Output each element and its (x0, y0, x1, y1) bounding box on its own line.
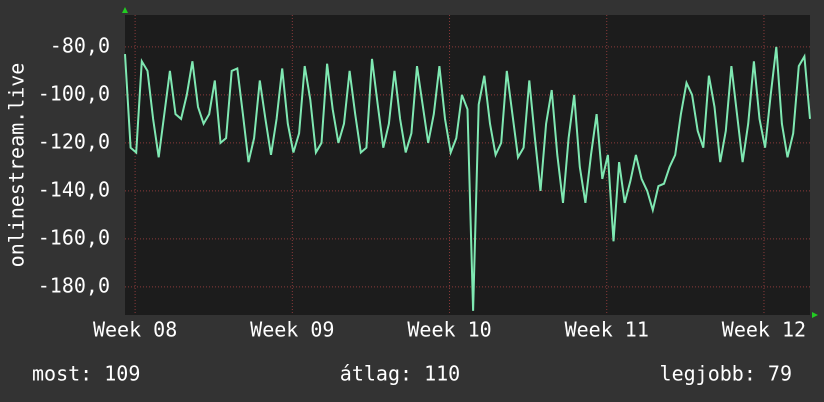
y-axis-label: onlinestream.live (5, 63, 29, 268)
data-line (124, 46, 811, 311)
axis-arrow (122, 7, 128, 13)
x-tick-label: Week 10 (407, 318, 491, 342)
x-tick-label: Week 08 (93, 318, 177, 342)
stat-average: átlag: 110 (340, 362, 460, 386)
x-tick-label: Week 09 (250, 318, 334, 342)
plot-area (125, 15, 810, 315)
stat-current: most: 109 (32, 362, 140, 386)
y-tick-label: -180,0 (38, 273, 110, 297)
x-tick-label: Week 12 (722, 318, 806, 342)
stat-best: legjobb: 79 (660, 362, 792, 386)
axis-arrow (812, 312, 818, 318)
y-tick-label: -160,0 (38, 225, 110, 249)
y-tick-label: -140,0 (38, 177, 110, 201)
x-tick-label: Week 11 (565, 318, 649, 342)
y-tick-label: -80,0 (50, 33, 110, 57)
y-tick-label: -120,0 (38, 129, 110, 153)
y-tick-label: -100,0 (38, 81, 110, 105)
